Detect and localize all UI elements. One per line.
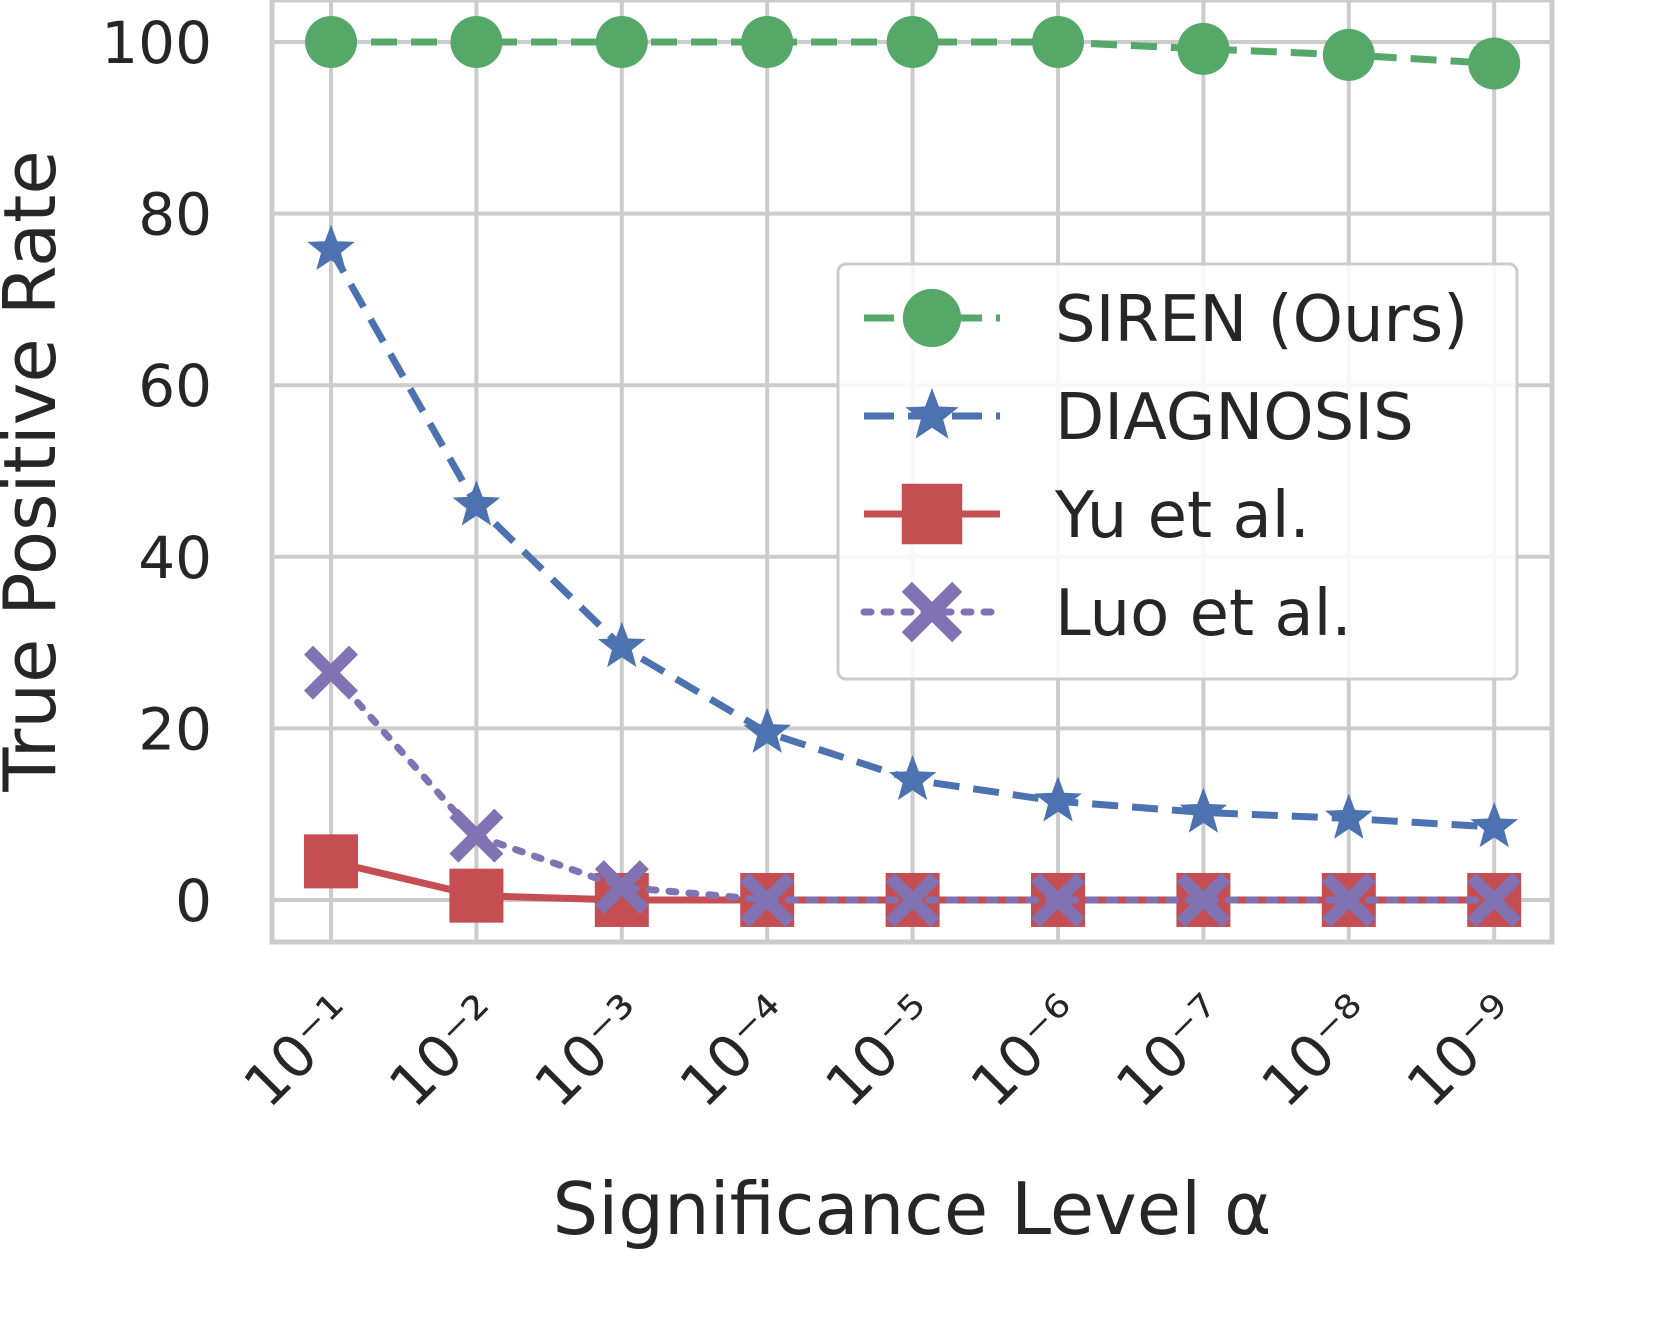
x-tick-labels: 10⁻¹ 10⁻² 10⁻³ 10⁻⁴ 10⁻⁵ 10⁻⁶ 10⁻⁷ 10⁻⁸ 10⁻⁹ [231,982,1533,1120]
y-tick-label: 60 [138,352,212,420]
data-point [1179,787,1228,833]
legend-entry: Yu et al. [864,479,1310,553]
data-point [1032,16,1084,69]
legend-marker [905,388,959,439]
data-point [886,16,939,69]
data-point [1322,28,1375,81]
data-point [1031,872,1085,927]
x-tick-label: 10⁻⁶ [958,982,1096,1120]
data-point [450,16,503,69]
legend: SIREN (Ours) DIAGNOSIS Yu et al. Luo et al. [836,262,1519,681]
y-tick-label: 80 [138,181,212,249]
data-point [740,872,795,927]
x-tick-label: 10⁻⁴ [667,982,805,1120]
data-point [304,645,358,700]
legend-label: SIREN (Ours) [1055,283,1468,357]
data-point [305,16,357,69]
data-point [452,480,501,526]
y-tick-labels: 0 20 40 60 80 100 [101,9,212,935]
series-luo-et-al [304,645,1522,927]
legend-marker [901,483,963,545]
data-point [1470,802,1518,848]
y-tick-label: 20 [138,695,212,763]
legend-entry: SIREN (Ours) [864,283,1468,357]
x-axis-title: Significance Level α [553,1167,1272,1251]
data-point [594,860,649,915]
x-tick-label: 10⁻⁹ [1394,982,1532,1120]
data-point [888,754,937,801]
x-tick-label: 10⁻⁸ [1248,982,1386,1120]
series-siren-ours [305,16,1521,90]
data-point [885,872,940,927]
data-point [741,16,794,69]
legend-entry: Luo et al. [860,577,1352,651]
y-tick-label: 40 [138,524,212,592]
data-point [1176,872,1231,927]
data-point [449,868,504,923]
data-point [307,224,355,270]
series-layer [304,16,1522,927]
data-point [449,808,504,863]
x-tick-label: 10⁻¹ [231,982,369,1120]
x-tick-label: 10⁻³ [521,982,659,1120]
x-tick-label: 10⁻² [376,982,514,1120]
data-point [1177,22,1230,75]
legend-label: Luo et al. [1055,577,1352,651]
legend-label: DIAGNOSIS [1055,381,1414,455]
legend-entry: DIAGNOSIS [864,381,1414,455]
data-point [595,16,648,69]
y-tick-label: 0 [175,867,212,935]
data-point [304,834,358,889]
data-point [598,621,646,668]
y-tick-label: 100 [101,9,212,77]
data-point [1321,872,1376,927]
data-point [743,707,791,753]
y-axis-title: True Positive Rate [0,150,72,792]
plot-frame [269,0,1555,945]
series-diagnosis [307,224,1518,848]
data-point [1325,793,1373,839]
x-tick-label: 10⁻⁵ [812,982,950,1120]
data-point [1467,872,1522,927]
data-point [1034,776,1082,822]
legend-box [836,262,1519,681]
data-point [1468,37,1521,90]
x-tick-label: 10⁻⁷ [1103,982,1241,1120]
legend-marker [902,288,962,348]
legend-marker [901,581,963,643]
legend-label: Yu et al. [1054,479,1310,553]
